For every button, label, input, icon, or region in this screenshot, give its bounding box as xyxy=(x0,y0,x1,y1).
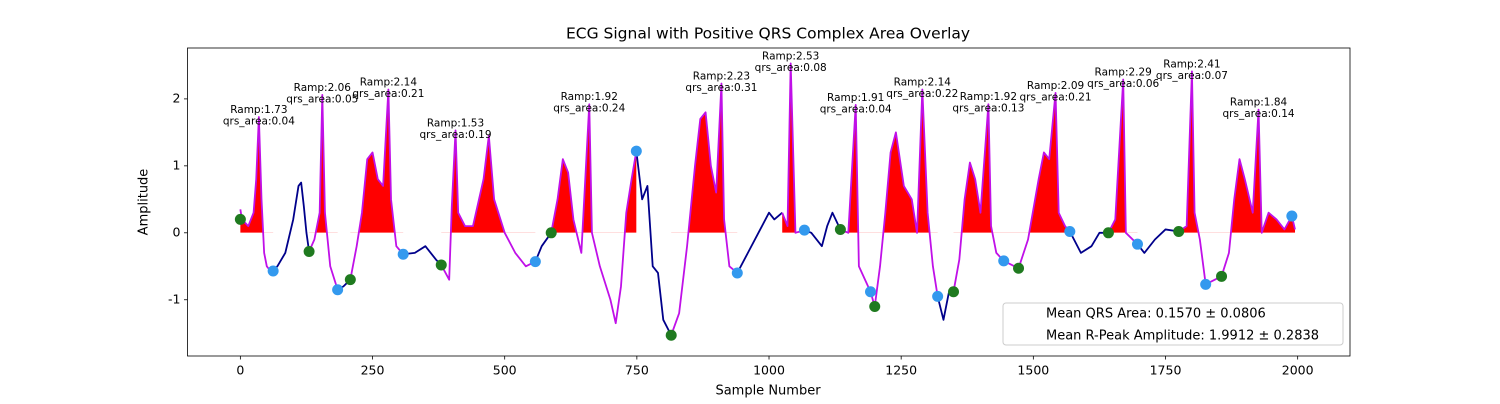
peak-annotation: Ramp:2.53 xyxy=(762,50,819,62)
area-annotation: qrs_area:0.05 xyxy=(286,93,358,105)
x-axis-label: Sample Number xyxy=(715,384,821,399)
y-tick-label: -1 xyxy=(168,291,180,306)
peak-annotation: Ramp:2.29 xyxy=(1095,66,1152,78)
fill-layer xyxy=(240,63,1296,233)
point-marker xyxy=(397,248,409,260)
point-marker xyxy=(267,265,279,277)
area-annotation: qrs_area:0.06 xyxy=(1087,78,1159,90)
plot-area xyxy=(239,62,1296,336)
peak-annotation: Ramp:1.53 xyxy=(427,117,484,129)
y-tick-label: 1 xyxy=(173,157,181,172)
point-marker xyxy=(435,259,447,271)
chart-title: ECG Signal with Positive QRS Complex Are… xyxy=(566,25,970,43)
point-marker xyxy=(529,256,541,268)
point-marker xyxy=(731,267,743,279)
point-marker xyxy=(1064,225,1076,237)
x-tick-label: 250 xyxy=(361,363,385,378)
x-tick-label: 750 xyxy=(625,363,649,378)
area-annotation: qrs_area:0.08 xyxy=(755,62,827,74)
point-marker xyxy=(1200,278,1212,290)
point-marker xyxy=(869,300,881,312)
area-annotation: qrs_area:0.22 xyxy=(886,88,958,100)
area-annotation: qrs_area:0.19 xyxy=(420,129,492,141)
point-marker xyxy=(1286,210,1298,222)
peak-annotation: Ramp:1.73 xyxy=(230,104,287,116)
point-marker xyxy=(834,223,846,235)
area-annotation: qrs_area:0.07 xyxy=(1156,70,1228,82)
point-marker xyxy=(303,246,315,258)
area-annotation: qrs_area:0.04 xyxy=(223,115,295,127)
point-marker xyxy=(234,213,246,225)
signal-line xyxy=(272,151,1179,336)
area-annotation: qrs_area:0.24 xyxy=(553,103,625,115)
x-tick-label: 500 xyxy=(493,363,517,378)
area-annotation: qrs_area:0.31 xyxy=(685,82,757,94)
peak-annotation: Ramp:2.09 xyxy=(1027,80,1084,92)
point-marker xyxy=(998,255,1010,267)
x-tick-label: 1000 xyxy=(753,363,785,378)
peak-annotation: Ramp:2.14 xyxy=(360,77,418,89)
point-marker xyxy=(1173,225,1185,237)
area-annotation: qrs_area:0.21 xyxy=(1020,91,1092,103)
x-tick-label: 1750 xyxy=(1150,363,1182,378)
y-tick-label: 0 xyxy=(173,224,181,239)
peak-annotation: Ramp:2.06 xyxy=(294,82,352,94)
point-marker xyxy=(932,290,944,302)
y-axis-label: Amplitude xyxy=(137,169,152,236)
y-tick-label: 2 xyxy=(173,90,181,105)
x-tick-label: 1500 xyxy=(1017,363,1049,378)
point-marker xyxy=(798,224,810,236)
area-annotation: qrs_area:0.21 xyxy=(352,88,424,100)
peak-annotation: Ramp:2.23 xyxy=(693,70,750,82)
point-marker xyxy=(948,286,960,298)
x-tick-label: 2000 xyxy=(1282,363,1314,378)
point-marker xyxy=(344,274,356,286)
area-annotation: qrs_area:0.14 xyxy=(1223,108,1295,120)
x-tick-label: 0 xyxy=(236,363,244,378)
peak-annotation: Ramp:1.91 xyxy=(827,92,884,104)
peak-annotation: Ramp:2.41 xyxy=(1163,58,1220,70)
x-tick-label: 1250 xyxy=(885,363,917,378)
point-marker xyxy=(865,286,877,298)
legend-box xyxy=(1002,302,1344,346)
area-annotation: qrs_area:0.04 xyxy=(820,103,892,115)
point-marker xyxy=(332,284,344,296)
signal-line xyxy=(239,62,1296,336)
point-marker xyxy=(1216,270,1228,282)
peak-annotation: Ramp:1.92 xyxy=(960,91,1017,103)
line-layer xyxy=(239,62,1296,336)
point-marker xyxy=(1131,238,1143,250)
point-marker xyxy=(1013,262,1025,274)
peak-annotation: Ramp:1.84 xyxy=(1230,97,1288,109)
axes-frame xyxy=(187,47,1351,357)
peak-annotation: Ramp:1.92 xyxy=(561,91,618,103)
legend-entry: Mean R-Peak Amplitude: 1.9912 ± 0.2838 xyxy=(1046,329,1319,344)
qrs-area-fill xyxy=(240,63,1296,233)
point-marker xyxy=(1102,227,1114,239)
peak-annotation: Ramp:2.14 xyxy=(894,77,952,89)
point-marker xyxy=(545,227,557,239)
area-annotation: qrs_area:0.13 xyxy=(952,103,1024,115)
point-marker xyxy=(665,329,677,341)
point-marker xyxy=(630,145,642,157)
legend-entry: Mean QRS Area: 0.1570 ± 0.0806 xyxy=(1046,307,1266,322)
